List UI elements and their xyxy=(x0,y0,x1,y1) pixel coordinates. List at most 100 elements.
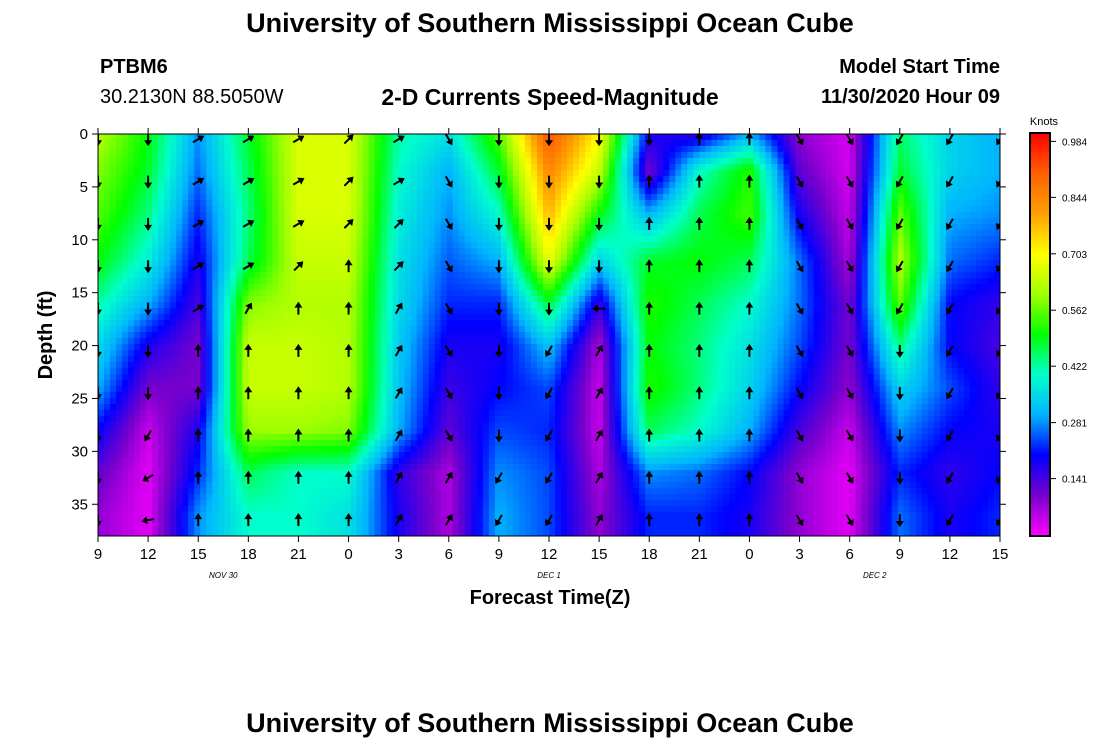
heatmap-cell xyxy=(164,488,171,495)
heatmap-cell xyxy=(470,248,478,255)
heatmap-cell xyxy=(200,446,207,453)
heatmap-cell xyxy=(278,350,286,357)
heatmap-cell xyxy=(296,494,304,501)
heatmap-cell xyxy=(494,380,502,387)
heatmap-cell xyxy=(332,494,340,501)
heatmap-cell xyxy=(122,392,129,399)
heatmap-cell xyxy=(122,218,129,225)
heatmap-cell xyxy=(278,428,286,435)
heatmap-cell xyxy=(314,404,322,411)
heatmap-cell xyxy=(98,386,105,393)
heatmap-cell xyxy=(224,404,231,411)
heatmap-cell xyxy=(368,140,376,147)
heatmap-cell xyxy=(482,428,490,435)
heatmap-cell xyxy=(332,476,340,483)
heatmap-cell xyxy=(104,440,111,447)
heatmap-cell xyxy=(158,482,165,489)
heatmap-cell xyxy=(182,140,189,147)
heatmap-cell xyxy=(476,308,484,315)
heatmap-cell xyxy=(296,158,304,165)
heatmap-cell xyxy=(104,422,111,429)
heatmap-cell xyxy=(530,170,538,177)
heatmap-cell xyxy=(98,500,105,507)
heatmap-cell xyxy=(410,344,418,351)
heatmap-cell xyxy=(500,314,508,321)
heatmap-cell xyxy=(152,158,159,165)
heatmap-cell xyxy=(500,248,508,255)
heatmap-cell xyxy=(272,410,279,417)
heatmap-cell xyxy=(458,380,466,387)
heatmap-cell xyxy=(230,476,237,483)
heatmap-cell xyxy=(524,386,532,393)
heatmap-cell xyxy=(422,398,430,405)
heatmap-cell xyxy=(464,494,472,501)
heatmap-cell xyxy=(110,374,117,381)
heatmap-cell xyxy=(332,194,340,201)
heatmap-cell xyxy=(278,530,286,536)
heatmap-cell xyxy=(98,272,105,279)
heatmap-cell xyxy=(290,338,298,345)
heatmap-cell xyxy=(350,506,358,513)
heatmap-cell xyxy=(194,170,201,177)
heatmap-cell xyxy=(182,470,189,477)
heatmap-cell xyxy=(440,488,448,495)
heatmap-cell xyxy=(446,218,454,225)
heatmap-cell xyxy=(386,368,394,375)
heatmap-cell xyxy=(362,386,370,393)
heatmap-cell xyxy=(206,314,213,321)
heatmap-cell xyxy=(212,278,219,285)
heatmap-cell xyxy=(500,218,508,225)
heatmap-cell xyxy=(356,368,364,375)
heatmap-cell xyxy=(512,164,520,171)
heatmap-cell xyxy=(464,218,472,225)
heatmap-cell xyxy=(314,386,322,393)
heatmap-cell xyxy=(482,236,490,243)
heatmap-cell xyxy=(518,344,526,351)
heatmap-cell xyxy=(260,404,267,411)
heatmap-cell xyxy=(134,170,141,177)
heatmap-cell xyxy=(332,296,340,303)
heatmap-cell xyxy=(194,152,201,159)
heatmap-cell xyxy=(410,188,418,195)
heatmap-cell xyxy=(296,146,304,153)
heatmap-cell xyxy=(440,476,448,483)
heatmap-cell xyxy=(368,464,376,471)
heatmap-cell xyxy=(284,302,292,309)
heatmap-cell xyxy=(170,206,177,213)
heatmap-cell xyxy=(368,212,376,219)
heatmap-cell xyxy=(434,392,442,399)
heatmap-cell xyxy=(218,272,225,279)
heatmap-cell xyxy=(422,134,430,141)
heatmap-cell xyxy=(362,338,370,345)
heatmap-cell xyxy=(344,416,352,423)
heatmap-cell xyxy=(494,362,502,369)
heatmap-cell xyxy=(488,272,496,279)
heatmap-cell xyxy=(224,194,231,201)
heatmap-cell xyxy=(530,176,538,183)
heatmap-cell xyxy=(530,386,538,393)
heatmap-cell xyxy=(122,500,129,507)
heatmap-cell xyxy=(308,356,316,363)
heatmap-cell xyxy=(476,362,484,369)
heatmap-cell xyxy=(254,458,261,465)
heatmap-cell xyxy=(290,386,298,393)
heatmap-cell xyxy=(380,410,388,417)
heatmap-cell xyxy=(434,512,442,519)
heatmap-cell xyxy=(332,260,340,267)
heatmap-cell xyxy=(176,446,183,453)
heatmap-cell xyxy=(332,428,340,435)
heatmap-cell xyxy=(512,500,520,507)
heatmap-cell xyxy=(434,146,442,153)
heatmap-cell xyxy=(206,434,213,441)
heatmap-cell xyxy=(524,284,532,291)
heatmap-cell xyxy=(314,260,322,267)
heatmap-cell xyxy=(182,452,189,459)
heatmap-cell xyxy=(530,314,538,321)
heatmap-cell xyxy=(230,320,237,327)
heatmap-cell xyxy=(410,488,418,495)
heatmap-cell xyxy=(392,140,400,147)
heatmap-cell xyxy=(98,398,105,405)
heatmap-cell xyxy=(176,212,183,219)
heatmap-cell xyxy=(386,440,394,447)
heatmap-cell xyxy=(302,140,310,147)
